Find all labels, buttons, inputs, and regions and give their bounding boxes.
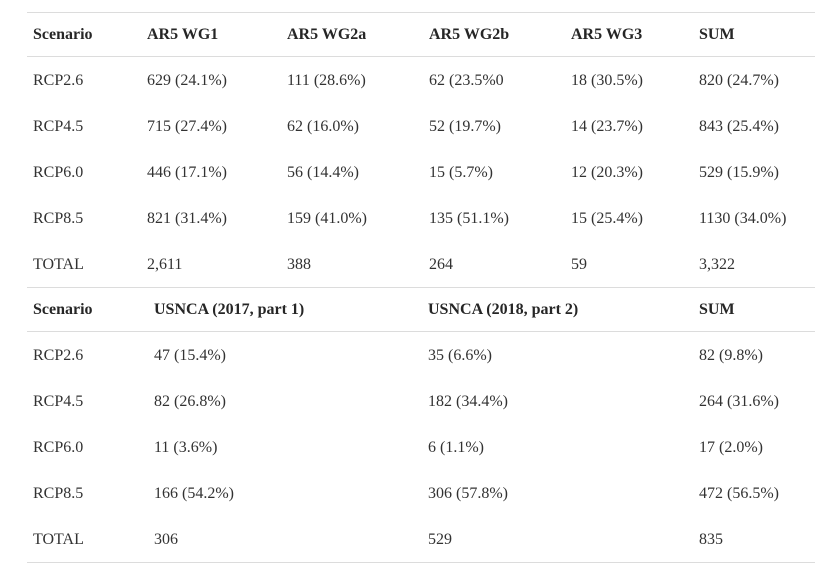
table-cell: 629 (24.1%) [147,71,227,89]
column-header: SUM [693,287,815,332]
column-header: USNCA (2018, part 2) [422,287,693,332]
table-row: RCP4.5 82 (26.8%) 182 (34.4%) 264 (31.6%) [27,378,815,424]
scenario-label: RCP2.6 [33,71,84,89]
table-cell: 529 (15.9%) [699,163,779,181]
table-cell: 56 (14.4%) [287,163,359,181]
usnca-table: Scenario USNCA (2017, part 1) USNCA (2018,… [27,287,815,563]
scenario-label: RCP8.5 [33,209,84,227]
table-cell: 47 (15.4%) [154,346,226,364]
header-row: Scenario AR5 WG1 AR5 WG2a AR5 WG2b AR5 WG3 SU… [27,12,815,57]
table-cell: 35 (6.6%) [428,346,492,364]
scenario-label: RCP8.5 [33,484,84,502]
table-row: RCP8.5 166 (54.2%) 306 (57.8%) 472 (56.5%) [27,470,815,516]
table-cell: 821 (31.4%) [147,209,227,227]
table-row: TOTAL 306 529 835 [27,516,815,563]
table-cell: 182 (34.4%) [428,392,508,410]
scenario-label: TOTAL [33,530,84,548]
table-cell: 446 (17.1%) [147,163,227,181]
table-cell: 264 (31.6%) [699,392,779,410]
column-header: SUM [693,12,815,57]
table-cell: 2,611 [147,255,183,273]
table-cell: 820 (24.7%) [699,71,779,89]
column-header: Scenario [27,287,148,332]
table-cell: 264 [429,255,453,273]
table-cell: 166 (54.2%) [154,484,234,502]
table-row: RCP2.6 629 (24.1%) 111 (28.6%) 62 (23.5%0 18… [27,57,815,104]
table-row: TOTAL 2,611 388 264 59 3,322 [27,241,815,287]
table-cell: 18 (30.5%) [571,71,643,89]
table-cell: 472 (56.5%) [699,484,779,502]
table-cell: 12 (20.3%) [571,163,643,181]
scenario-label: TOTAL [33,255,84,273]
table-cell: 1130 (34.0%) [699,209,787,227]
table-cell: 15 (25.4%) [571,209,643,227]
table-cell: 111 (28.6%) [287,71,366,89]
table-cell: 59 [571,255,587,273]
table-cell: 6 (1.1%) [428,438,484,456]
table-cell: 135 (51.1%) [429,209,509,227]
column-header: AR5 WG2b [423,12,565,57]
table-cell: 62 (16.0%) [287,117,359,135]
scenario-label: RCP6.0 [33,163,84,181]
table-cell: 843 (25.4%) [699,117,779,135]
table-cell: 15 (5.7%) [429,163,493,181]
table-cell: 62 (23.5%0 [429,71,504,89]
table-row: RCP4.5 715 (27.4%) 62 (16.0%) 52 (19.7%) 14 … [27,103,815,149]
table-cell: 3,322 [699,255,735,273]
table-cell: 14 (23.7%) [571,117,643,135]
scenario-label: RCP4.5 [33,117,84,135]
table-cell: 306 [154,530,178,548]
table-row: RCP6.0 446 (17.1%) 56 (14.4%) 15 (5.7%) 12 (… [27,149,815,195]
table-row: RCP6.0 11 (3.6%) 6 (1.1%) 17 (2.0%) [27,424,815,470]
table-cell: 715 (27.4%) [147,117,227,135]
table-cell: 17 (2.0%) [699,438,763,456]
scenario-label: RCP2.6 [33,346,84,364]
column-header: USNCA (2017, part 1) [148,287,422,332]
ar5-working-groups-table: Scenario AR5 WG1 AR5 WG2a AR5 WG2b AR5 WG3 SU… [27,12,815,287]
header-row: Scenario USNCA (2017, part 1) USNCA (2018,… [27,287,815,332]
column-header: AR5 WG1 [141,12,281,57]
table-cell: 52 (19.7%) [429,117,501,135]
table-cell: 529 [428,530,452,548]
column-header: AR5 WG2a [281,12,423,57]
table-cell: 82 (9.8%) [699,346,763,364]
table-row: RCP8.5 821 (31.4%) 159 (41.0%) 135 (51.1%) 1… [27,195,815,241]
table-cell: 388 [287,255,311,273]
table-cell: 306 (57.8%) [428,484,508,502]
table-cell: 82 (26.8%) [154,392,226,410]
table-cell: 835 [699,530,723,548]
table-cell: 159 (41.0%) [287,209,367,227]
table-row: RCP2.6 47 (15.4%) 35 (6.6%) 82 (9.8%) [27,332,815,379]
table-cell: 11 (3.6%) [154,438,218,456]
column-header: AR5 WG3 [565,12,693,57]
scenario-label: RCP6.0 [33,438,84,456]
scenario-tables-container: Scenario AR5 WG1 AR5 WG2a AR5 WG2b AR5 WG3 SU… [27,12,815,563]
scenario-label: RCP4.5 [33,392,84,410]
column-header: Scenario [27,12,141,57]
